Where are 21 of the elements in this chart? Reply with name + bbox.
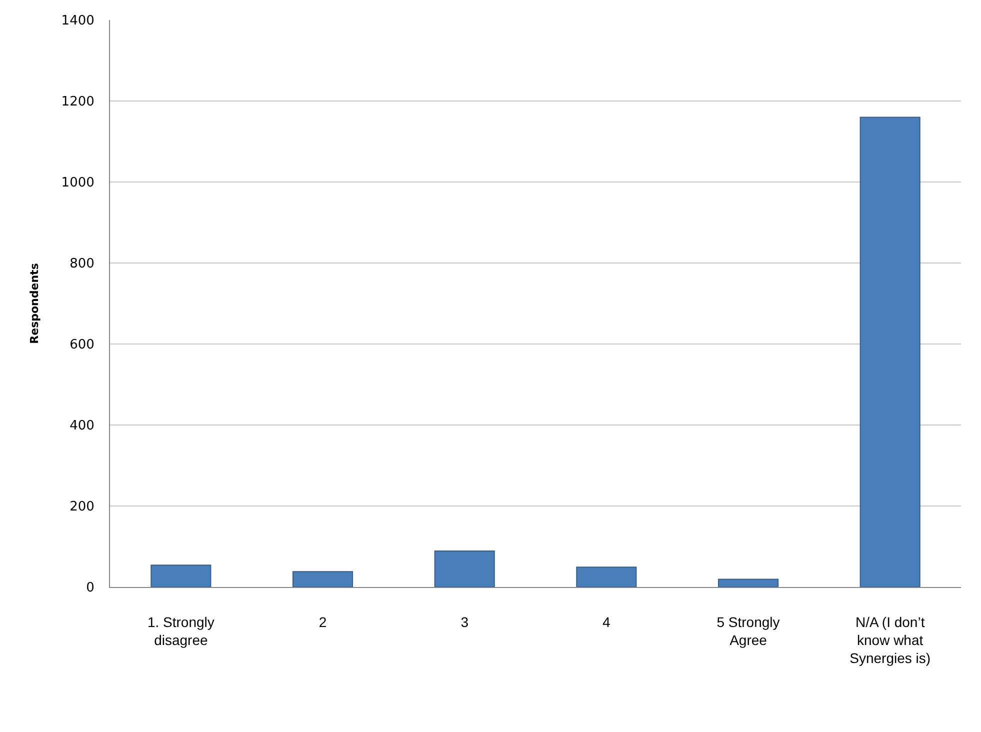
y-tick-label: 1400 [61,14,94,29]
bar [150,564,212,587]
y-tick-label: 1000 [61,176,94,191]
bar [860,116,920,587]
bar [434,550,495,587]
y-tick-label: 400 [70,418,94,434]
y-tick-label: 800 [70,256,94,272]
bar [576,566,637,587]
y-tick-label: 200 [70,500,94,515]
y-tick-label: 0 [86,580,94,596]
x-tick-label: 2 [318,614,327,630]
x-tick-label: 1. Strongly disagree [147,614,214,648]
x-tick-label: 5 Strongly Agree [716,614,780,648]
x-tick-label: 4 [602,614,611,630]
y-axis-title: Respondents [28,262,41,344]
x-tick-label: N/A (I don’t know what Synergies is) [850,614,931,666]
bar [718,578,779,587]
bar [292,571,354,587]
y-tick-label: 600 [70,338,94,353]
x-tick-label: 3 [460,614,469,630]
y-tick-label: 1200 [61,94,94,110]
